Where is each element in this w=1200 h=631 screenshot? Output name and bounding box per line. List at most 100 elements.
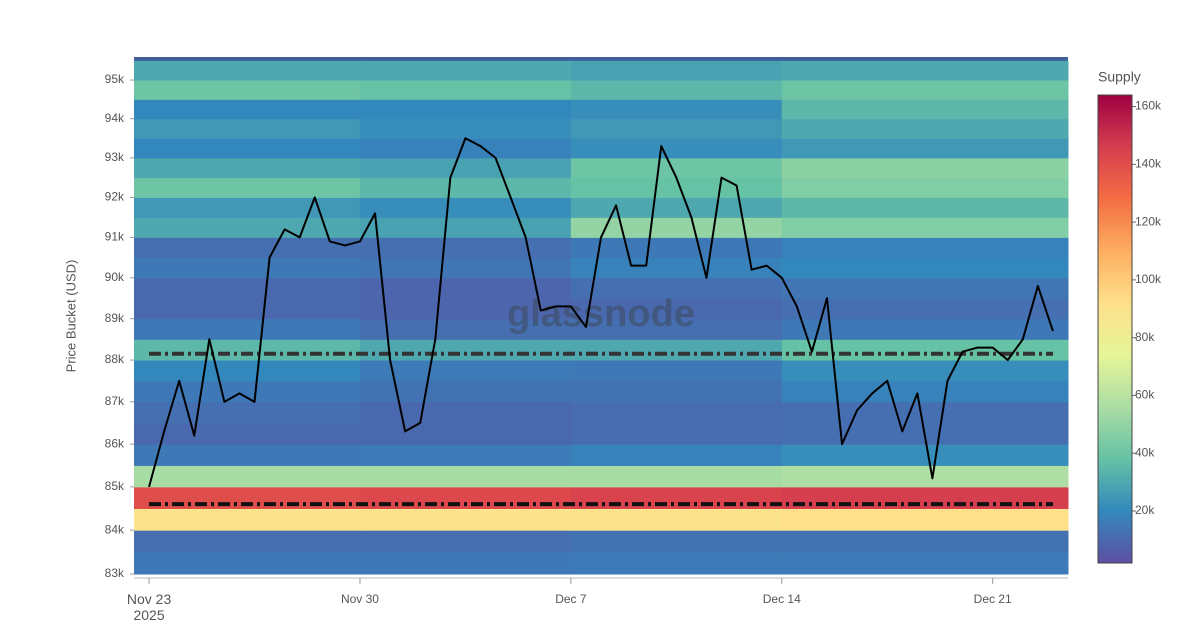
y-tick-label: 83k <box>105 566 125 580</box>
colorbar-tick-label: 100k <box>1135 272 1162 286</box>
heatmap-cell <box>134 508 361 531</box>
heatmap-cell <box>359 118 572 139</box>
x-tick-label: Dec 7 <box>555 592 587 606</box>
heatmap-cell <box>359 197 572 218</box>
heatmap-cell <box>570 298 783 320</box>
colorbar-tick-label: 80k <box>1135 330 1155 344</box>
heatmap-cell <box>781 508 1069 531</box>
heatmap-cell <box>359 80 572 100</box>
heatmap-cell <box>359 237 572 259</box>
heatmap-cell <box>134 360 361 382</box>
heatmap-cell <box>359 465 572 488</box>
heatmap-cell <box>781 339 1069 361</box>
heatmap-cell <box>359 60 572 81</box>
heatmap-cell <box>570 422 783 445</box>
heatmap-cell <box>134 257 361 279</box>
heatmap-cell <box>781 318 1069 340</box>
heatmap-cell <box>134 380 361 403</box>
heatmap-cell <box>781 197 1069 218</box>
heatmap-cell <box>359 339 572 361</box>
heatmap-cell <box>570 138 783 159</box>
y-tick-label: 85k <box>105 479 125 493</box>
heatmap-cell <box>781 401 1069 424</box>
heatmap-cell <box>134 401 361 424</box>
heatmap-cell <box>570 60 783 81</box>
y-tick-label: 86k <box>105 436 125 450</box>
colorbar-tick-label: 20k <box>1135 503 1155 517</box>
colorbar-tick-label: 160k <box>1135 99 1162 113</box>
heatmap-cell <box>781 552 1069 575</box>
heatmap-cell <box>570 99 783 120</box>
heatmap-cell <box>781 486 1069 509</box>
heatmap-cell <box>359 318 572 340</box>
heatmap-cell <box>359 99 572 120</box>
colorbar-tick-label: 140k <box>1135 157 1162 171</box>
heatmap-cell <box>359 530 572 553</box>
heatmap-cell <box>781 157 1069 179</box>
x-tick-label: Dec 14 <box>763 592 801 606</box>
heatmap-cell <box>781 80 1069 100</box>
heatmap-cell <box>570 360 783 382</box>
heatmap-cell <box>359 277 572 299</box>
x-tick-label: Dec 21 <box>974 592 1012 606</box>
heatmap-cell <box>134 318 361 340</box>
y-tick-label: 87k <box>105 394 125 408</box>
colorbar <box>1097 94 1133 564</box>
heatmap-cell <box>781 99 1069 120</box>
y-tick-label: 88k <box>105 352 125 366</box>
heatmap-cell <box>134 465 361 488</box>
heatmap-cell <box>359 422 572 445</box>
heatmap-cell <box>359 401 572 424</box>
heatmap-cell <box>359 217 572 238</box>
heatmap-cell <box>570 277 783 299</box>
heatmap-cell <box>570 157 783 179</box>
heatmap-cell <box>781 298 1069 320</box>
heatmap-cell <box>781 118 1069 139</box>
heatmap-cell <box>134 177 361 198</box>
x-tick-label: Nov 30 <box>341 592 379 606</box>
colorbar-tick-label: 40k <box>1135 445 1155 459</box>
heatmap-cell <box>134 237 361 259</box>
heatmap-cell <box>134 157 361 179</box>
heatmap-cell <box>781 138 1069 159</box>
price-line <box>148 137 1054 488</box>
heatmap-cell <box>781 177 1069 198</box>
heatmap-cell <box>359 177 572 198</box>
heatmap-cell <box>134 80 361 100</box>
y-tick-label: 93k <box>105 150 125 164</box>
y-tick-label: 90k <box>105 270 125 284</box>
heatmap-cell <box>134 60 361 81</box>
heatmap-cell <box>134 118 361 139</box>
colorbar-tick-label: 60k <box>1135 388 1155 402</box>
heatmap-cell <box>781 217 1069 238</box>
y-tick-label: 92k <box>105 190 125 204</box>
heatmap-cell <box>134 298 361 320</box>
colorbar-tick-label: 120k <box>1135 214 1162 228</box>
y-tick-label: 84k <box>105 522 125 536</box>
heatmap-cell <box>359 508 572 531</box>
heatmap-cell <box>781 360 1069 382</box>
heatmap-cell <box>570 257 783 279</box>
colorbar-title: Supply <box>1098 69 1141 85</box>
heatmap-cell <box>570 118 783 139</box>
heatmap-cell <box>570 318 783 340</box>
heatmap-cell <box>134 552 361 575</box>
y-tick-label: 91k <box>105 230 125 244</box>
heatmap-cell <box>781 465 1069 488</box>
heatmap-cell <box>781 237 1069 259</box>
heatmap-cell <box>570 444 783 466</box>
heatmap-cell <box>134 138 361 159</box>
heatmap-cell <box>359 552 572 575</box>
heatmap-cell <box>570 80 783 100</box>
heatmap-cell <box>134 444 361 466</box>
y-tick-label: 94k <box>105 111 125 125</box>
heatmap-cell <box>570 401 783 424</box>
heatmap-cell <box>134 277 361 299</box>
heatmap-cell <box>134 422 361 445</box>
y-axis-label: Price Bucket (USD) <box>63 260 78 373</box>
heatmap-cell <box>570 508 783 531</box>
heatmap-cell <box>781 257 1069 279</box>
heatmap-cell <box>781 60 1069 81</box>
heatmap-cell <box>781 444 1069 466</box>
